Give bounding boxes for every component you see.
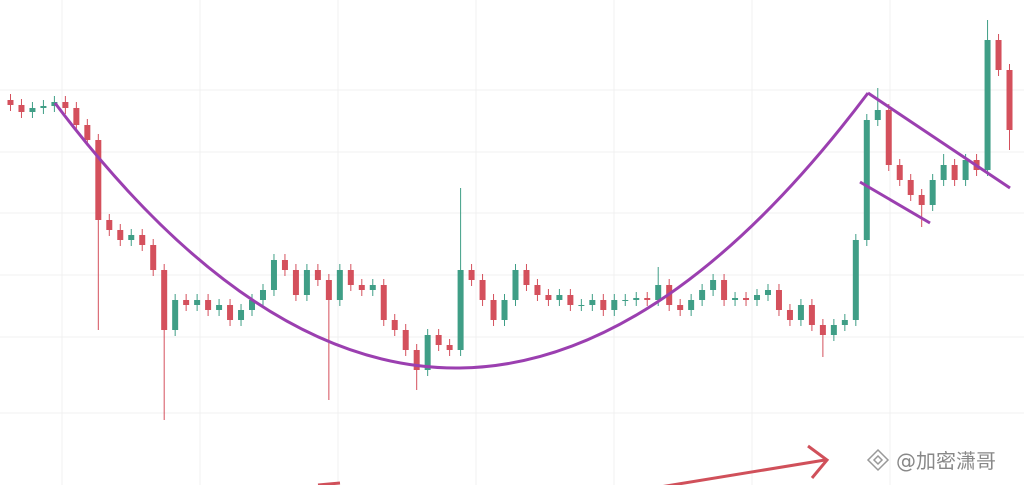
candle-body <box>841 320 848 325</box>
candle-body <box>325 280 332 300</box>
candle-body <box>29 108 36 112</box>
candle-body <box>918 195 925 205</box>
candle-body <box>205 300 212 310</box>
candle-body <box>435 335 442 345</box>
candle-body <box>270 260 277 290</box>
candle-body <box>677 305 684 310</box>
candle-body <box>391 320 398 330</box>
candle-body <box>786 310 793 320</box>
candle-body <box>446 345 453 350</box>
candle-body <box>688 300 695 310</box>
candle-body <box>358 285 365 290</box>
candle-body <box>622 300 629 301</box>
candle-body <box>336 270 343 300</box>
candle-body <box>468 270 475 280</box>
candle-body <box>951 165 958 180</box>
candle-body <box>644 298 651 300</box>
candle-body <box>73 108 80 125</box>
candle-body <box>896 165 903 180</box>
candle-body <box>501 300 508 320</box>
candle-body <box>347 270 354 285</box>
watermark-text: @加密潇哥 <box>896 449 996 473</box>
candle-body <box>775 290 782 310</box>
candle-body <box>962 160 969 180</box>
candle-body <box>128 235 135 240</box>
candle-body <box>732 298 739 300</box>
candle-body <box>512 270 519 300</box>
candle-body <box>259 290 266 300</box>
candle-body <box>743 298 750 300</box>
candle-body <box>995 40 1002 70</box>
candle-body <box>95 140 102 220</box>
candle-body <box>281 260 288 270</box>
candle-body <box>721 280 728 300</box>
candle-body <box>655 285 662 300</box>
candle-body <box>567 295 574 305</box>
candle-body <box>380 285 387 320</box>
candle-body <box>534 285 541 295</box>
candle-body <box>227 305 234 320</box>
candle-body <box>611 300 618 310</box>
candle-body <box>545 295 552 300</box>
candle-body <box>402 330 409 350</box>
candle-body <box>161 270 168 330</box>
candle-body <box>292 270 299 295</box>
candle-body <box>216 305 223 310</box>
candle-body <box>62 102 69 108</box>
candle-body <box>84 125 91 140</box>
candle-body <box>194 300 201 305</box>
candle-body <box>106 220 113 230</box>
candle-body <box>984 40 991 170</box>
candle-body <box>183 300 190 305</box>
candle-body <box>18 105 25 112</box>
candle-body <box>633 298 640 300</box>
candle-body <box>808 305 815 325</box>
candle-body <box>7 100 14 105</box>
candle-body <box>150 245 157 270</box>
candle-body <box>369 285 376 290</box>
candle-body <box>238 310 245 320</box>
candle-body <box>710 280 717 290</box>
candle-body <box>764 290 771 295</box>
candle-body <box>797 305 804 320</box>
candle-body <box>907 180 914 195</box>
trend-arrow <box>317 444 830 485</box>
candle-body <box>303 270 310 295</box>
candle-body <box>754 295 761 300</box>
candle-body <box>863 120 870 240</box>
candle-body <box>578 305 585 306</box>
candle-body <box>40 106 47 108</box>
candle-body <box>874 110 881 120</box>
pattern-overlay <box>53 91 1011 370</box>
candle-body <box>523 270 530 285</box>
candle-body <box>479 280 486 300</box>
candle-body <box>600 300 607 310</box>
candle-body <box>929 180 936 205</box>
candle-body <box>699 290 706 300</box>
candle-body <box>556 295 563 300</box>
candle-body <box>413 350 420 370</box>
candle-body <box>172 300 179 330</box>
candle-body <box>457 270 464 350</box>
candle-body <box>424 335 431 370</box>
candle-body <box>490 300 497 320</box>
candle-body <box>314 270 321 280</box>
candle-body <box>117 230 124 240</box>
candle-body <box>589 300 596 305</box>
candle-body <box>885 110 892 165</box>
candle-body <box>940 165 947 180</box>
candle-body <box>819 325 826 335</box>
candle-body <box>1006 70 1013 130</box>
watermark: @加密潇哥 <box>866 448 996 473</box>
candle-body <box>139 235 146 245</box>
candle-body <box>852 240 859 320</box>
candle-body <box>830 325 837 335</box>
candle-body <box>249 300 256 310</box>
